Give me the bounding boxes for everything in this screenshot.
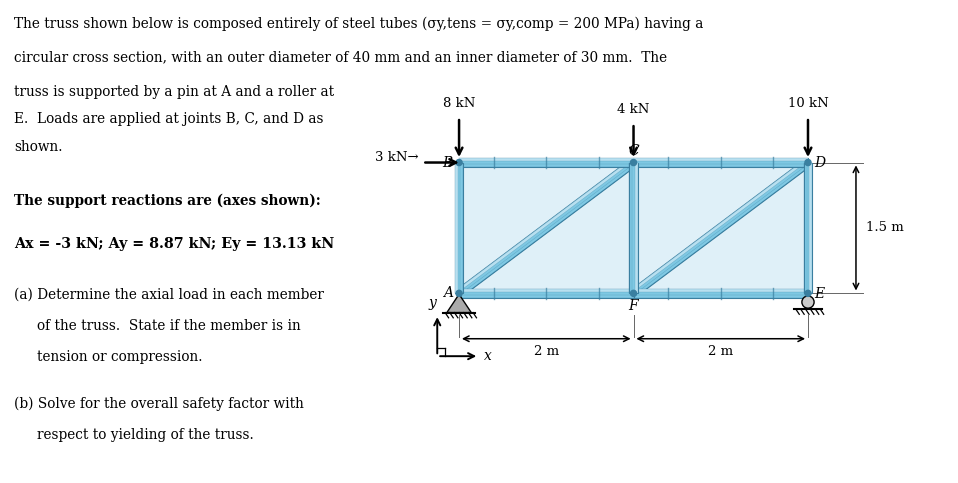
Text: Ax = -3 kN; Ay = 8.87 kN; Ey = 13.13 kN: Ax = -3 kN; Ay = 8.87 kN; Ey = 13.13 kN [13, 237, 334, 251]
Polygon shape [635, 162, 638, 293]
Polygon shape [460, 164, 636, 297]
Polygon shape [459, 164, 633, 167]
Text: 1.5 m: 1.5 m [866, 221, 904, 234]
Text: circular cross section, with an outer diameter of 40 mm and an inner diameter of: circular cross section, with an outer di… [13, 51, 667, 65]
Polygon shape [461, 162, 464, 293]
Polygon shape [459, 295, 633, 298]
Text: F: F [628, 298, 638, 313]
Polygon shape [459, 162, 633, 293]
Polygon shape [631, 159, 810, 297]
Polygon shape [804, 162, 812, 293]
Polygon shape [633, 289, 808, 298]
Polygon shape [804, 162, 807, 293]
Polygon shape [456, 159, 636, 297]
Polygon shape [459, 158, 633, 167]
Text: 4 kN: 4 kN [617, 103, 650, 116]
Text: shown.: shown. [13, 140, 62, 154]
Text: C: C [628, 144, 639, 158]
Text: 2 m: 2 m [708, 345, 733, 358]
Polygon shape [633, 289, 808, 292]
Circle shape [456, 159, 462, 166]
Polygon shape [459, 289, 633, 298]
Text: E: E [814, 287, 825, 301]
Text: A: A [443, 286, 453, 300]
Circle shape [456, 290, 462, 297]
Polygon shape [810, 162, 812, 293]
Text: 3 kN→: 3 kN→ [376, 151, 419, 164]
Text: x: x [484, 349, 491, 363]
Polygon shape [634, 164, 810, 297]
Text: tension or compression.: tension or compression. [37, 350, 202, 364]
Polygon shape [459, 158, 633, 161]
Text: (b) Solve for the overall safety factor with: (b) Solve for the overall safety factor … [13, 397, 304, 412]
Polygon shape [633, 162, 808, 293]
Circle shape [802, 296, 814, 308]
Polygon shape [633, 158, 808, 167]
Circle shape [805, 290, 811, 297]
Text: 10 kN: 10 kN [787, 97, 829, 110]
Polygon shape [456, 159, 632, 292]
Text: The support reactions are (axes shown):: The support reactions are (axes shown): [13, 193, 321, 208]
Text: 2 m: 2 m [534, 345, 559, 358]
Polygon shape [629, 162, 638, 293]
Text: E.  Loads are applied at joints B, C, and D as: E. Loads are applied at joints B, C, and… [13, 112, 323, 126]
Circle shape [630, 159, 636, 166]
Circle shape [630, 290, 636, 297]
Polygon shape [455, 162, 464, 293]
Text: respect to yielding of the truss.: respect to yielding of the truss. [37, 428, 254, 442]
Text: y: y [428, 296, 436, 310]
Text: B: B [443, 156, 453, 170]
Polygon shape [455, 162, 458, 293]
Text: The truss shown below is composed entirely of steel tubes (σy,tens = σy,comp = 2: The truss shown below is composed entire… [13, 17, 703, 31]
Text: D: D [813, 156, 825, 170]
Polygon shape [633, 164, 808, 167]
Polygon shape [631, 159, 808, 292]
Circle shape [805, 159, 811, 166]
Polygon shape [633, 295, 808, 298]
Text: truss is supported by a pin at A and a roller at: truss is supported by a pin at A and a r… [13, 85, 334, 99]
Polygon shape [633, 158, 808, 161]
Text: of the truss.  State if the member is in: of the truss. State if the member is in [37, 319, 301, 333]
Text: (a) Determine the axial load in each member: (a) Determine the axial load in each mem… [13, 287, 324, 301]
Polygon shape [629, 162, 632, 293]
Text: 8 kN: 8 kN [443, 97, 475, 110]
Polygon shape [446, 294, 471, 313]
Polygon shape [459, 289, 633, 292]
